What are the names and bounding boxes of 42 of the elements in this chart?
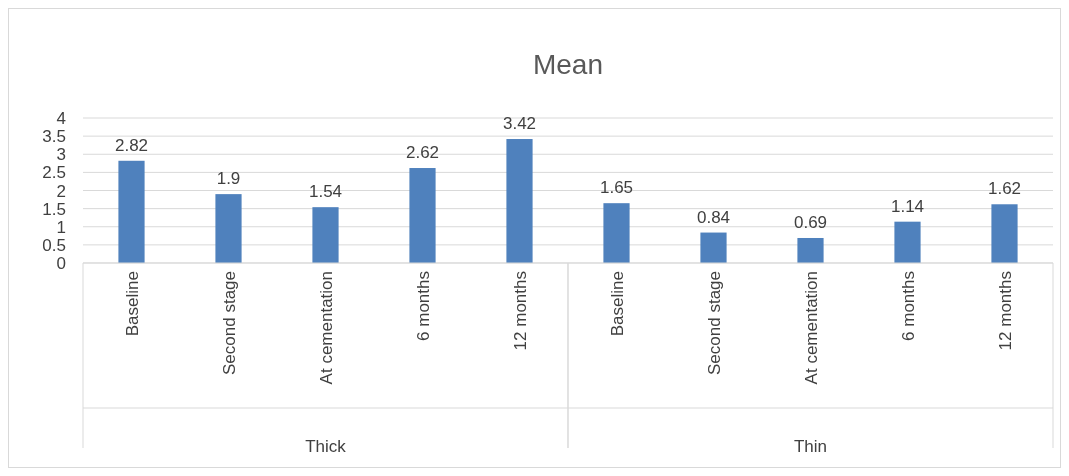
y-tick-label: 0.5 [42,235,66,255]
y-tick-label: 2 [56,181,66,201]
data-label: 0.84 [696,207,731,227]
y-tick-label: 2.5 [42,163,66,183]
bar [894,221,921,263]
bar [506,139,533,263]
bar [409,168,436,263]
x-tick-label: Second stage [219,271,239,375]
y-tick-label: 0 [56,254,66,273]
y-tick-label: 1 [56,217,66,237]
x-tick-label: At cementation [316,271,336,385]
data-label: 0.69 [793,212,828,232]
data-label: 1.65 [599,178,634,198]
data-label: 1.62 [987,179,1022,199]
x-tick-label: Baseline [607,271,627,337]
y-tick-label: 3.5 [42,127,66,147]
chart-title: Mean [532,49,604,80]
x-tick-label: At cementation [801,271,821,385]
data-label: 2.62 [405,143,440,163]
x-tick-label: 6 months [413,271,433,341]
bar [991,204,1018,263]
data-label: 2.82 [114,135,149,155]
bar [603,203,630,263]
bar [797,237,824,263]
bar [312,207,339,263]
data-label: 3.42 [502,114,537,134]
data-label: 1.14 [890,196,925,216]
x-tick-label: 12 months [510,271,530,351]
data-label: 1.9 [216,169,241,189]
data-label: 1.54 [308,182,343,202]
x-tick-label: 12 months [995,271,1015,351]
bar [215,194,242,263]
x-tick-label: Second stage [704,271,724,375]
y-tick-label: 3 [56,145,66,165]
x-tick-label: 6 months [898,271,918,341]
text: Thick [305,437,347,456]
x-tick-label: Baseline [122,271,142,337]
bar [700,232,727,263]
bar [118,160,145,263]
text: Thin [793,437,828,456]
y-tick-label: 1.5 [42,199,66,219]
y-tick-label: 4 [56,109,66,128]
